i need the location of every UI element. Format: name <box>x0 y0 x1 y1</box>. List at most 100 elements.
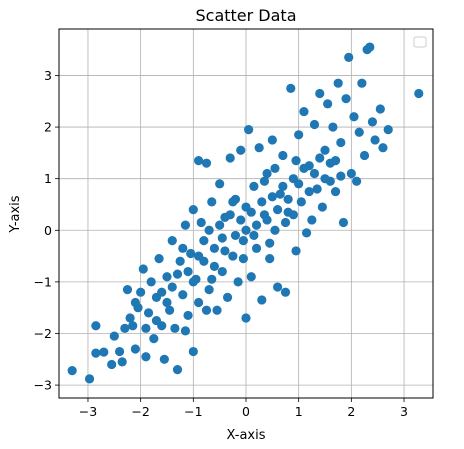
scatter-point <box>117 357 127 367</box>
scatter-point <box>278 181 288 192</box>
scatter-point <box>317 202 327 212</box>
scatter-point <box>333 78 343 88</box>
scatter-point <box>212 305 222 315</box>
scatter-point <box>370 135 380 145</box>
scatter-point <box>278 150 288 161</box>
scatter-point <box>294 130 304 140</box>
scatter-point <box>91 348 101 358</box>
scatter-point <box>299 106 309 117</box>
scatter-point <box>273 282 283 292</box>
scatter-point <box>238 254 248 264</box>
scatter-point <box>286 83 296 93</box>
scatter-point <box>204 225 214 235</box>
scatter-point <box>315 88 325 99</box>
scatter-point <box>288 210 299 220</box>
scatter-point <box>228 251 238 261</box>
scatter-point <box>265 254 275 264</box>
scatter-point <box>186 248 196 259</box>
x-tick-label: 0 <box>242 404 250 419</box>
scatter-point <box>217 266 227 277</box>
scatter-point <box>383 125 393 135</box>
scatter-point <box>354 127 364 137</box>
scatter-point <box>301 228 312 238</box>
x-axis-label: X-axis <box>227 428 266 443</box>
scatter-point <box>352 176 362 186</box>
y-tick-label: −3 <box>34 378 52 393</box>
scatter-point <box>170 323 180 333</box>
x-tick-label: −3 <box>79 404 97 419</box>
scatter-point <box>262 168 272 179</box>
scatter-point <box>122 285 133 295</box>
scatter-point <box>217 233 227 243</box>
scatter-point <box>233 277 243 287</box>
scatter-point <box>220 246 230 256</box>
scatter-point <box>165 305 175 315</box>
scatter-point <box>328 122 338 132</box>
scatter-point <box>325 158 335 168</box>
scatter-point <box>207 274 217 284</box>
scatter-point <box>178 243 188 253</box>
scatter-point <box>270 163 280 173</box>
scatter-points <box>67 42 424 384</box>
scatter-point <box>196 217 206 228</box>
scatter-point <box>162 272 172 282</box>
x-tick-label: 2 <box>347 404 355 419</box>
scatter-point <box>320 145 330 155</box>
scatter-point <box>141 352 151 362</box>
scatter-point <box>149 334 159 344</box>
scatter-point <box>146 277 156 287</box>
scatter-point <box>367 117 378 127</box>
grid <box>59 29 433 398</box>
scatter-point <box>323 99 333 109</box>
scatter-point <box>336 171 346 181</box>
scatter-point <box>172 365 183 375</box>
scatter-point <box>215 220 225 230</box>
scatter-point <box>204 285 214 295</box>
scatter-point <box>167 282 177 292</box>
scatter-point <box>275 189 285 199</box>
scatter-point <box>236 145 246 155</box>
scatter-point <box>270 225 280 235</box>
scatter-point <box>193 251 204 261</box>
y-tick-label: 3 <box>44 68 52 83</box>
scatter-point <box>375 104 385 114</box>
scatter-point <box>128 321 138 331</box>
scatter-point <box>291 156 301 166</box>
legend-box <box>413 36 427 48</box>
x-tick-label: 1 <box>295 404 303 419</box>
axis-ticks: −3 −2 −1 0 1 2 3 −3 −2 −1 0 1 2 3 <box>34 68 408 419</box>
scatter-point <box>341 94 351 104</box>
scatter-point <box>109 331 119 341</box>
scatter-point <box>91 321 101 331</box>
scatter-point <box>273 205 283 215</box>
x-tick-label: 3 <box>400 404 408 419</box>
y-tick-label: −2 <box>34 326 52 341</box>
scatter-point <box>67 366 77 376</box>
scatter-point <box>167 235 177 246</box>
scatter-point <box>99 347 109 357</box>
scatter-point <box>365 42 375 52</box>
scatter-point <box>180 220 191 230</box>
scatter-point <box>378 143 388 153</box>
scatter-point <box>141 323 151 333</box>
scatter-point <box>246 272 256 282</box>
scatter-point <box>183 266 193 277</box>
scatter-point <box>280 217 291 228</box>
scatter-point <box>193 156 204 166</box>
scatter-point <box>107 359 117 370</box>
scatter-point <box>151 315 162 326</box>
scatter-point <box>359 150 370 161</box>
scatter-point <box>304 186 314 197</box>
scatter-point <box>130 297 140 308</box>
scatter-point <box>257 197 267 207</box>
scatter-point <box>138 264 148 274</box>
scatter-point <box>175 256 185 266</box>
scatter-point <box>283 194 293 204</box>
scatter-point <box>244 125 254 135</box>
scatter-point <box>262 215 272 225</box>
scatter-point <box>357 78 367 88</box>
scatter-point <box>199 235 209 246</box>
y-axis-label: Y-axis <box>8 195 23 233</box>
scatter-point <box>125 313 135 323</box>
